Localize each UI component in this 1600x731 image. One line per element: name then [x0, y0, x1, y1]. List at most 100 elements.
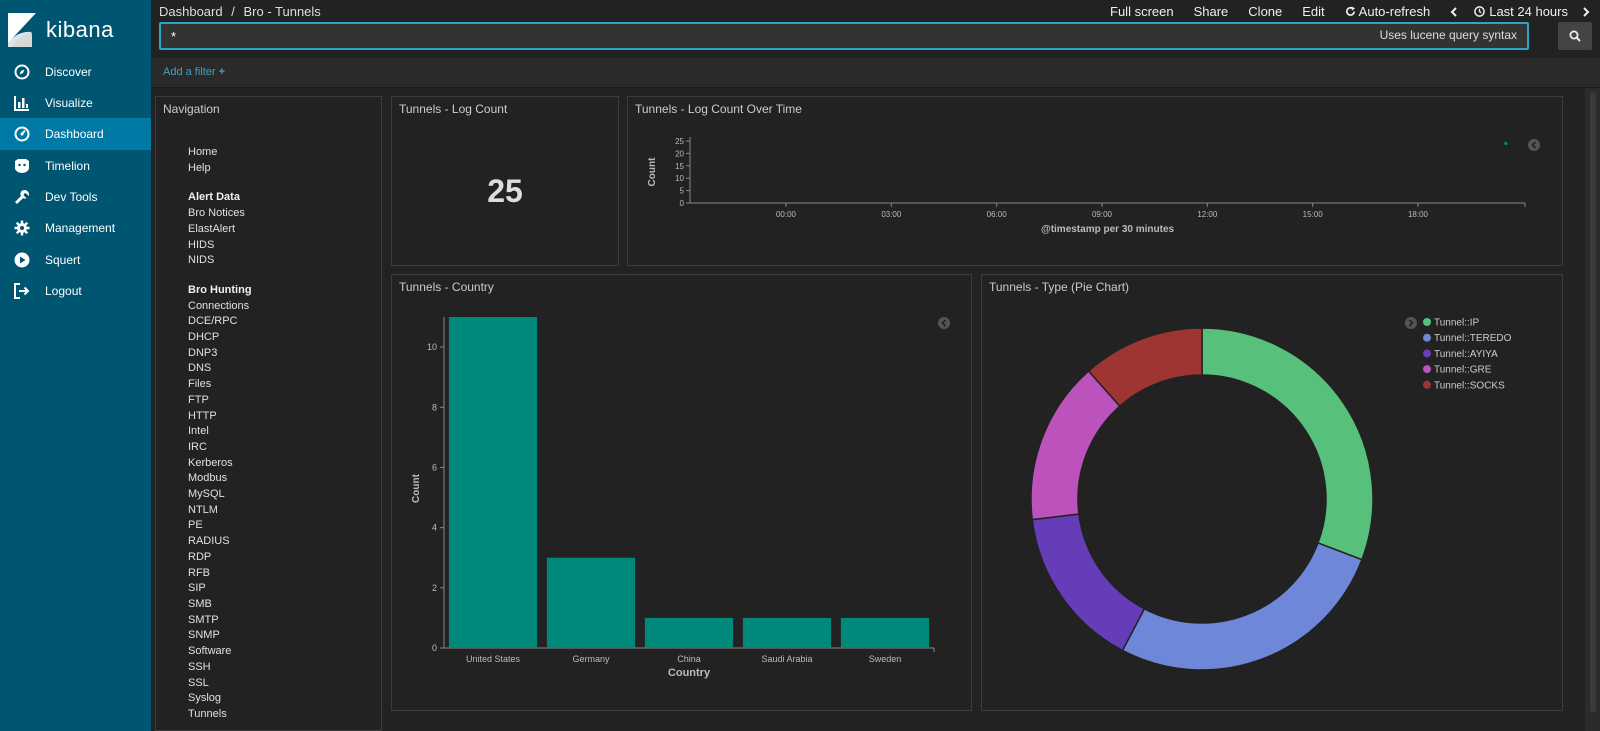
time-picker-button[interactable]: Last 24 hours — [1474, 4, 1568, 19]
panel-title: Tunnels - Log Count — [399, 102, 508, 116]
navigation-link[interactable]: DNS — [188, 362, 212, 375]
time-prev-button[interactable] — [1450, 4, 1458, 19]
y-tick-label: 10 — [675, 174, 684, 183]
legend-item[interactable]: Tunnel::SOCKS — [1423, 380, 1505, 391]
navigation-link[interactable]: Modbus — [188, 472, 228, 485]
x-tick-label: Germany — [572, 654, 610, 664]
x-tick-label: 06:00 — [987, 210, 1008, 219]
bar-china[interactable] — [644, 617, 734, 648]
breadcrumb-dashboard-link[interactable]: Dashboard — [159, 4, 223, 19]
bar-germany[interactable] — [546, 557, 636, 648]
navigation-link[interactable]: HTTP — [188, 409, 217, 422]
sidebar-item-squert[interactable]: Squert — [0, 244, 151, 276]
pie-legend: Tunnel::IPTunnel::TEREDOTunnel::AYIYATun… — [1405, 317, 1512, 391]
sidebar-item-logout[interactable]: Logout — [0, 275, 151, 307]
search-button[interactable] — [1558, 22, 1592, 50]
navigation-link[interactable]: SSL — [188, 676, 209, 689]
navigation-link[interactable]: DHCP — [188, 331, 220, 344]
x-axis-title: Country — [668, 667, 711, 679]
legend-item[interactable]: Tunnel::IP — [1423, 318, 1480, 329]
navigation-link[interactable]: Syslog — [188, 692, 222, 705]
navigation-link[interactable]: DCE/RPC — [188, 315, 238, 328]
breadcrumb: Dashboard / Bro - Tunnels — [159, 4, 321, 19]
legend-toggle-button[interactable] — [1405, 317, 1417, 329]
navigation-link[interactable]: Home — [188, 146, 218, 158]
kibana-logo-icon — [8, 13, 36, 47]
legend-item[interactable]: Tunnel::GRE — [1423, 365, 1492, 376]
chevron-glyph — [1408, 319, 1414, 327]
navigation-link[interactable]: PE — [188, 519, 203, 532]
pie-slice-tunnel-gre[interactable] — [1030, 369, 1121, 521]
navigation-link[interactable]: Intel — [188, 425, 209, 438]
sidebar-item-timelion[interactable]: Timelion — [0, 150, 151, 182]
navigation-link[interactable]: RDP — [188, 550, 212, 563]
navigation-link[interactable]: Help — [188, 161, 211, 174]
sidebar-item-discover[interactable]: Discover — [0, 56, 151, 88]
legend-item[interactable]: Tunnel::AYIYA — [1423, 349, 1498, 360]
legend-swatch — [1423, 380, 1431, 389]
sidebar-item-management[interactable]: Management — [0, 212, 151, 244]
pie-slice-tunnel-socks[interactable] — [1087, 327, 1203, 408]
navigation-link[interactable]: DNP3 — [188, 346, 218, 359]
search-row: Uses lucene query syntax — [159, 22, 1592, 50]
legend-swatch — [1423, 349, 1431, 358]
legend-label: Tunnel::GRE — [1434, 365, 1492, 376]
navigation-link[interactable]: RADIUS — [188, 535, 230, 548]
navigation-link[interactable]: Connections — [188, 299, 250, 312]
bar-sweden[interactable] — [840, 617, 930, 648]
panel-country: Tunnels - Country 0 2 4 6 8 10 United States Ge… — [391, 274, 972, 711]
navigation-link[interactable]: HIDS — [188, 238, 215, 251]
navigation-link[interactable]: SMTP — [188, 613, 219, 626]
sidebar: kibana Discover Visualize Dashboard Time… — [0, 0, 151, 731]
chevron-left-icon — [938, 317, 950, 329]
log-count-metric: 25 — [487, 173, 523, 209]
add-filter-button[interactable]: Add a filter + — [163, 66, 225, 78]
navigation-link[interactable]: SSH — [188, 660, 211, 673]
x-tick-label: 00:00 — [776, 210, 797, 219]
bar-saudi-arabia[interactable] — [742, 617, 832, 648]
navigation-link[interactable]: RFB — [188, 566, 210, 579]
navigation-link[interactable]: ElastAlert — [188, 222, 236, 235]
navigation-link[interactable]: NTLM — [188, 503, 218, 516]
y-axis-title: Count — [647, 157, 658, 187]
sidebar-item-dev-tools[interactable]: Dev Tools — [0, 181, 151, 213]
kibana-logo[interactable]: kibana — [8, 12, 148, 48]
navigation-link[interactable]: SIP — [188, 582, 206, 595]
lucene-syntax-hint[interactable]: Uses lucene query syntax — [1379, 28, 1517, 42]
share-button[interactable]: Share — [1193, 4, 1229, 19]
sidebar-item-visualize[interactable]: Visualize — [0, 87, 151, 119]
navigation-link[interactable]: Tunnels — [188, 707, 227, 720]
x-tick-label: 18:00 — [1408, 210, 1429, 219]
navigation-link[interactable]: SMB — [188, 597, 212, 610]
navigation-link[interactable]: Files — [188, 378, 212, 391]
page-scrollbar-thumb[interactable] — [1590, 92, 1596, 712]
tunnel-type-pie-chart: Tunnel::IPTunnel::TEREDOTunnel::AYIYATun… — [1030, 317, 1512, 671]
pie-slice-tunnel-ayiya[interactable] — [1031, 513, 1146, 652]
navigation-link[interactable]: SNMP — [188, 629, 220, 642]
navigation-link[interactable]: IRC — [188, 440, 207, 453]
legend-item[interactable]: Tunnel::TEREDO — [1423, 333, 1512, 344]
time-next-button[interactable] — [1582, 4, 1590, 19]
panel-title: Navigation — [163, 102, 220, 116]
pie-slice-tunnel-ip[interactable] — [1201, 327, 1374, 561]
navigation-link[interactable]: Kerberos — [188, 456, 233, 469]
edit-button[interactable]: Edit — [1302, 4, 1325, 19]
clone-button[interactable]: Clone — [1248, 4, 1283, 19]
sidebar-item-label: Visualize — [45, 96, 93, 110]
pie-slice-tunnel-teredo[interactable] — [1121, 542, 1363, 671]
legend-toggle-button[interactable] — [938, 317, 950, 329]
query-search-input[interactable] — [159, 22, 1529, 50]
navigation-link[interactable]: NIDS — [188, 254, 215, 267]
y-tick-label: 5 — [680, 187, 685, 196]
navigation-link[interactable]: FTP — [188, 393, 209, 406]
navigation-link[interactable]: Bro Notices — [188, 207, 245, 220]
line-data-point[interactable] — [1504, 141, 1508, 146]
sidebar-item-dashboard[interactable]: Dashboard — [0, 118, 151, 150]
legend-toggle-button[interactable] — [1528, 139, 1540, 151]
full-screen-button[interactable]: Full screen — [1110, 4, 1174, 19]
bar-united-states[interactable] — [448, 317, 538, 648]
navigation-link[interactable]: Software — [188, 645, 232, 658]
sidebar-item-label: Squert — [45, 253, 81, 267]
navigation-link[interactable]: MySQL — [188, 488, 225, 501]
auto-refresh-button[interactable]: Auto-refresh — [1345, 4, 1430, 19]
